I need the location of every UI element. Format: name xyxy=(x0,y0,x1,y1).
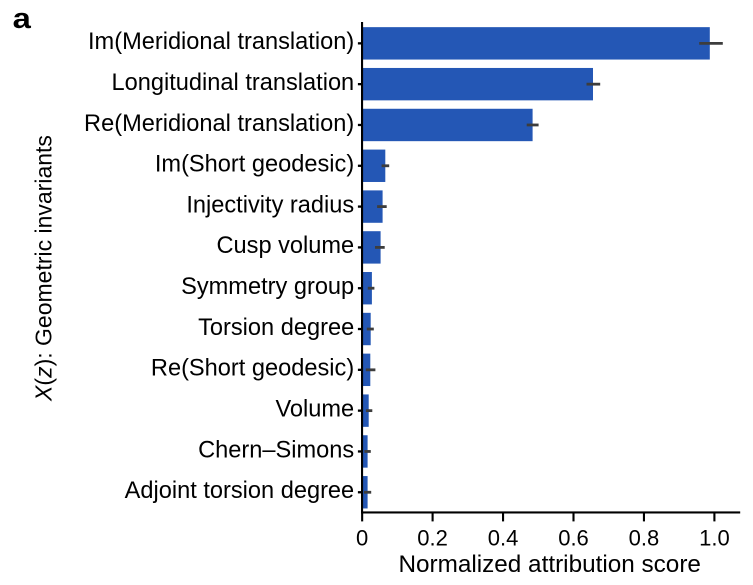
svg-text:Symmetry group: Symmetry group xyxy=(181,274,354,300)
svg-text:Re(Short geodesic): Re(Short geodesic) xyxy=(151,356,354,382)
svg-text:0.6: 0.6 xyxy=(558,526,589,551)
svg-text:Volume: Volume xyxy=(275,396,354,422)
svg-text:a: a xyxy=(13,2,32,35)
svg-text:Re(Meridional translation): Re(Meridional translation) xyxy=(84,111,354,137)
svg-text:0.2: 0.2 xyxy=(417,526,448,551)
svg-text:Chern–Simons: Chern–Simons xyxy=(198,437,354,463)
svg-text:X(z): Geometric invariants: X(z): Geometric invariants xyxy=(31,135,57,402)
svg-text:Normalized attribution score: Normalized attribution score xyxy=(398,551,701,578)
svg-text:0.4: 0.4 xyxy=(488,526,519,551)
svg-text:0: 0 xyxy=(356,526,368,551)
svg-text:Torsion degree: Torsion degree xyxy=(198,315,354,341)
svg-text:1.0: 1.0 xyxy=(699,526,730,551)
svg-text:Adjoint torsion degree: Adjoint torsion degree xyxy=(125,478,355,504)
svg-text:Injectivity radius: Injectivity radius xyxy=(186,192,354,218)
svg-text:Im(Short geodesic): Im(Short geodesic) xyxy=(155,152,354,178)
svg-text:Cusp volume: Cusp volume xyxy=(216,233,354,259)
svg-text:Longitudinal translation: Longitudinal translation xyxy=(112,70,355,96)
svg-text:Im(Meridional translation): Im(Meridional translation) xyxy=(88,29,354,55)
svg-text:0.8: 0.8 xyxy=(629,526,660,551)
